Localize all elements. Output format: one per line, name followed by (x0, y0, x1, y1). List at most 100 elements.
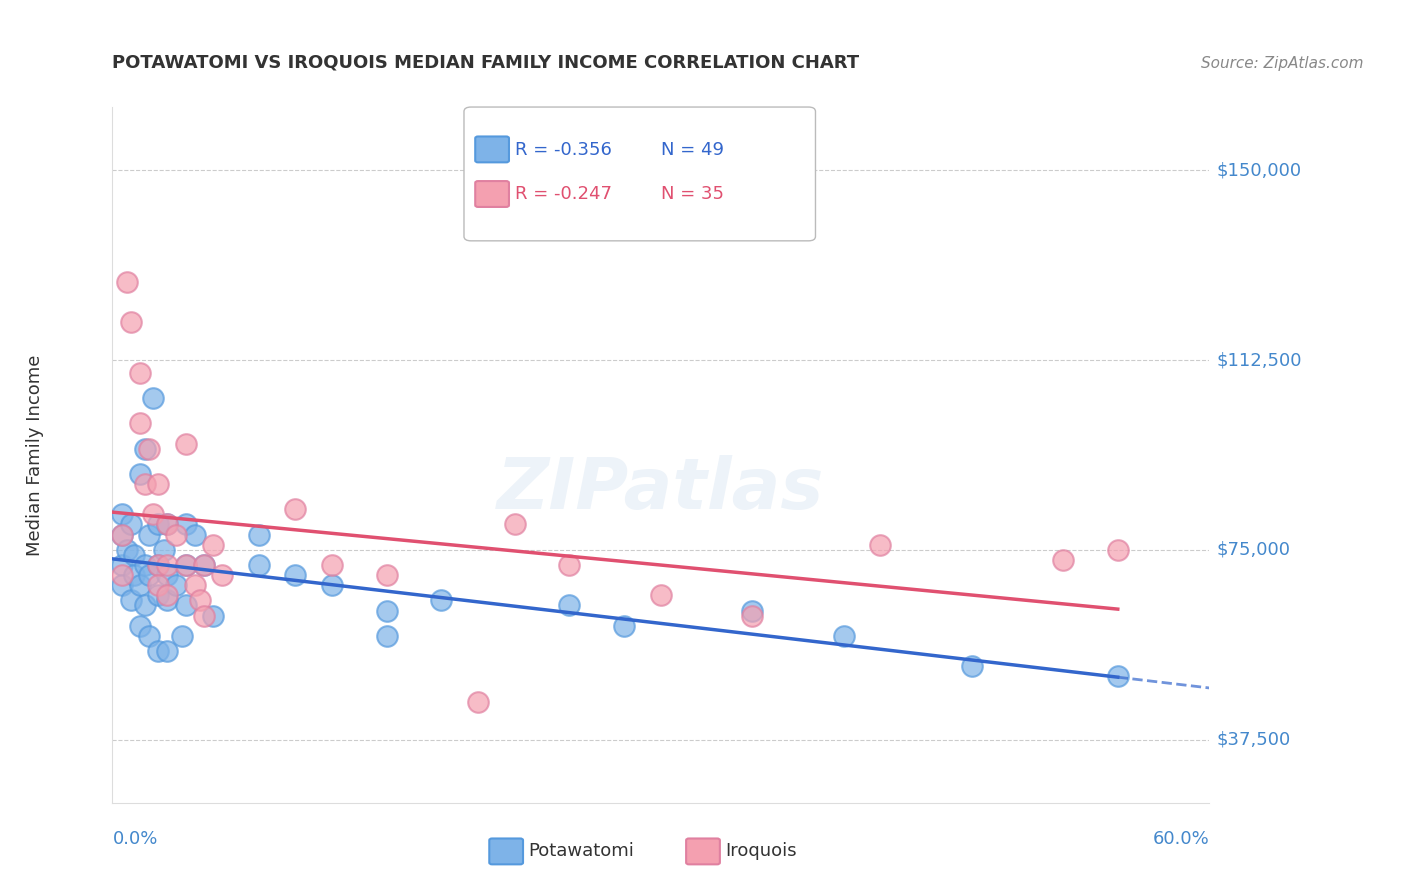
Point (156, 517, 179, 532)
Point (166, 527, 188, 541)
Point (138, 568, 160, 582)
Point (170, 629, 193, 643)
Point (1052, 553, 1074, 567)
Point (558, 599, 581, 613)
Point (193, 558, 215, 572)
Point (134, 558, 156, 572)
Point (960, 659, 983, 673)
Point (613, 618, 636, 632)
Point (741, 603, 763, 617)
Point (138, 629, 160, 643)
Point (430, 593, 453, 607)
Point (183, 578, 207, 592)
Text: R = -0.247: R = -0.247 (515, 186, 612, 203)
Point (120, 517, 142, 532)
Point (375, 568, 398, 582)
Point (174, 436, 197, 450)
Point (148, 558, 170, 572)
Text: POTAWATOMI VS IROQUOIS MEDIAN FAMILY INCOME CORRELATION CHART: POTAWATOMI VS IROQUOIS MEDIAN FAMILY INC… (112, 54, 859, 71)
Point (111, 527, 132, 541)
Point (1107, 669, 1129, 683)
Text: Potawatomi: Potawatomi (529, 842, 634, 860)
Point (174, 558, 197, 572)
Point (284, 502, 307, 516)
Point (174, 599, 197, 613)
Point (148, 477, 170, 491)
Point (120, 593, 142, 607)
Point (152, 542, 174, 557)
Point (156, 588, 179, 602)
Point (375, 603, 398, 617)
Point (129, 467, 152, 481)
Point (503, 517, 526, 532)
Text: $75,000: $75,000 (1216, 541, 1291, 558)
Point (375, 629, 398, 643)
Point (124, 548, 146, 562)
Point (183, 527, 207, 541)
Point (148, 588, 170, 602)
Text: $112,500: $112,500 (1216, 351, 1302, 369)
Text: Iroquois: Iroquois (725, 842, 797, 860)
Point (174, 517, 197, 532)
Point (558, 558, 581, 572)
Point (111, 508, 132, 522)
Point (129, 618, 152, 632)
Point (156, 568, 179, 582)
Point (124, 568, 146, 582)
Text: $37,500: $37,500 (1216, 731, 1291, 748)
Point (134, 599, 156, 613)
Point (142, 391, 165, 405)
Point (156, 558, 179, 572)
Point (869, 538, 891, 552)
Point (467, 695, 489, 709)
Point (650, 588, 672, 602)
Point (156, 517, 179, 532)
Point (134, 477, 156, 491)
Text: N = 49: N = 49 (661, 141, 724, 159)
Point (202, 608, 225, 623)
Point (247, 558, 270, 572)
Point (129, 417, 152, 431)
Point (138, 442, 160, 456)
Point (193, 558, 215, 572)
Point (129, 578, 152, 592)
Point (111, 578, 132, 592)
Point (741, 608, 763, 623)
Point (138, 527, 160, 541)
Point (156, 593, 179, 607)
Point (188, 593, 211, 607)
Point (156, 644, 179, 658)
Point (115, 275, 138, 289)
Text: $150,000: $150,000 (1216, 161, 1302, 179)
Point (115, 542, 138, 557)
Point (142, 508, 165, 522)
Point (247, 527, 270, 541)
Point (321, 578, 343, 592)
Point (211, 568, 233, 582)
Point (174, 558, 197, 572)
Text: Median Family Income: Median Family Income (27, 354, 44, 556)
Point (134, 442, 156, 456)
Point (321, 558, 343, 572)
Text: 60.0%: 60.0% (1153, 830, 1209, 847)
Text: Source: ZipAtlas.com: Source: ZipAtlas.com (1201, 56, 1364, 71)
Point (120, 315, 142, 329)
Text: R = -0.356: R = -0.356 (515, 141, 612, 159)
Point (166, 578, 188, 592)
Point (148, 517, 170, 532)
Point (111, 527, 132, 541)
Point (148, 558, 170, 572)
Text: N = 35: N = 35 (661, 186, 724, 203)
Text: ZIPatlas: ZIPatlas (498, 455, 824, 524)
Point (832, 629, 855, 643)
Point (284, 568, 307, 582)
Point (111, 558, 132, 572)
Point (1107, 542, 1129, 557)
Text: 0.0%: 0.0% (112, 830, 157, 847)
Point (148, 644, 170, 658)
Point (129, 366, 152, 380)
Point (202, 538, 225, 552)
Point (148, 578, 170, 592)
Point (111, 568, 132, 582)
Point (193, 608, 215, 623)
